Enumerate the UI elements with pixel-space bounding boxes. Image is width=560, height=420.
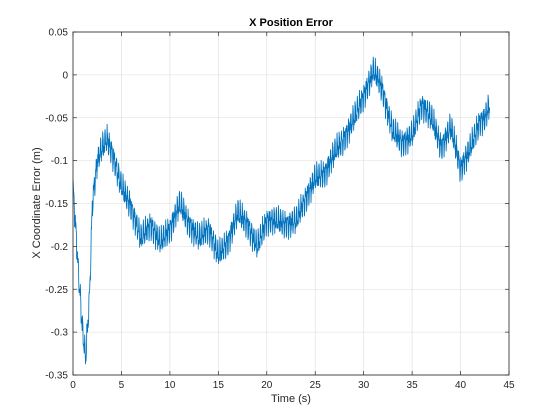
x-tick-label: 20 <box>261 380 273 391</box>
x-tick-label: 15 <box>213 380 225 391</box>
y-tick-label: -0.1 <box>51 156 69 167</box>
ticks <box>72 31 510 376</box>
x-tick-label: 35 <box>407 380 419 391</box>
y-tick-label: -0.3 <box>51 328 69 339</box>
series-layer <box>72 56 491 365</box>
x-axis-label: Time (s) <box>271 393 311 405</box>
x-tick-label: 40 <box>455 380 467 391</box>
x-tick-label: 10 <box>164 380 176 391</box>
y-axis-label: X Coordinate Error (m) <box>31 147 43 258</box>
y-tick-label: 0.05 <box>49 28 69 39</box>
y-tick-label: 0 <box>62 70 68 81</box>
x-tick-label: 0 <box>70 380 76 391</box>
y-tick-label: -0.05 <box>45 113 68 124</box>
y-tick-label: -0.2 <box>51 242 69 253</box>
x-error-series-line <box>72 56 491 365</box>
y-tick-label: -0.15 <box>45 199 68 210</box>
x-tick-label: 25 <box>310 380 322 391</box>
x-tick-label: 45 <box>503 380 515 391</box>
x-tick-labels: 0 5 10 15 20 25 30 35 40 45 <box>70 380 515 391</box>
y-tick-label: -0.35 <box>45 371 68 382</box>
y-tick-labels: -0.35 -0.3 -0.25 -0.2 -0.15 -0.1 -0.05 0 0.05 <box>45 28 68 382</box>
x-tick-label: 30 <box>358 380 370 391</box>
y-tick-label: -0.25 <box>45 285 68 296</box>
x-tick-label: 5 <box>119 380 125 391</box>
chart-title: X Position Error <box>249 17 333 29</box>
